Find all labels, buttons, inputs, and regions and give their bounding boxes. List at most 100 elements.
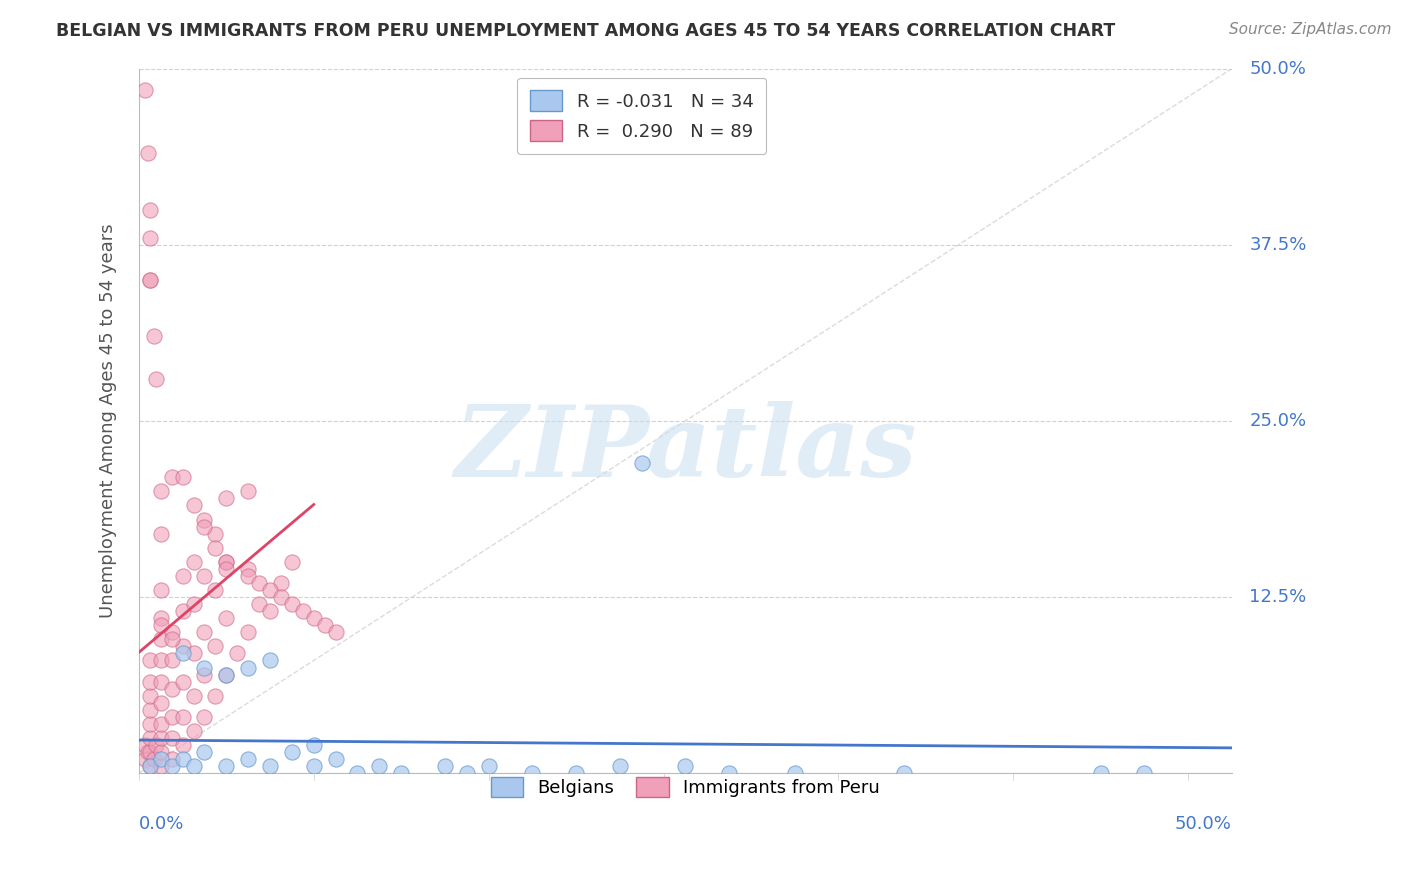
Point — [183, 555, 205, 569]
Point — [145, 738, 167, 752]
Point — [160, 681, 183, 696]
Text: BELGIAN VS IMMIGRANTS FROM PERU UNEMPLOYMENT AMONG AGES 45 TO 54 YEARS CORRELATI: BELGIAN VS IMMIGRANTS FROM PERU UNEMPLOY… — [56, 22, 1115, 40]
Point — [259, 759, 281, 773]
Point — [193, 667, 215, 681]
Point — [247, 576, 270, 591]
Point — [136, 745, 159, 759]
Point — [160, 632, 183, 647]
Point — [215, 555, 238, 569]
Point — [259, 653, 281, 667]
Point — [204, 689, 226, 703]
Point — [1090, 766, 1112, 780]
Text: 37.5%: 37.5% — [1250, 235, 1306, 253]
Point — [139, 653, 162, 667]
Point — [149, 484, 172, 499]
Point — [172, 738, 194, 752]
Point — [193, 569, 215, 583]
Point — [238, 660, 260, 674]
Point — [160, 731, 183, 745]
Point — [193, 512, 215, 526]
Point — [172, 470, 194, 484]
Point — [204, 582, 226, 597]
Point — [160, 752, 183, 766]
Point — [183, 759, 205, 773]
Point — [149, 611, 172, 625]
Point — [281, 745, 304, 759]
Point — [145, 371, 167, 385]
Point — [238, 625, 260, 640]
Point — [149, 717, 172, 731]
Point — [238, 752, 260, 766]
Point — [160, 710, 183, 724]
Point — [183, 689, 205, 703]
Point — [215, 562, 238, 576]
Point — [149, 745, 172, 759]
Point — [149, 653, 172, 667]
Point — [389, 766, 412, 780]
Point — [139, 273, 162, 287]
Point — [565, 766, 588, 780]
Point — [1133, 766, 1156, 780]
Point — [193, 519, 215, 533]
Point — [143, 752, 166, 766]
Point — [259, 582, 281, 597]
Point — [139, 703, 162, 717]
Point — [215, 491, 238, 506]
Point — [302, 738, 325, 752]
Point — [204, 640, 226, 654]
Point — [139, 717, 162, 731]
Point — [160, 759, 183, 773]
Point — [172, 647, 194, 661]
Point — [183, 499, 205, 513]
Point — [291, 604, 314, 618]
Point — [215, 555, 238, 569]
Point — [139, 230, 162, 244]
Point — [183, 597, 205, 611]
Point — [139, 202, 162, 217]
Point — [193, 625, 215, 640]
Point — [281, 597, 304, 611]
Point — [238, 562, 260, 576]
Point — [215, 667, 238, 681]
Point — [136, 146, 159, 161]
Point — [149, 632, 172, 647]
Point — [325, 625, 347, 640]
Point — [478, 759, 501, 773]
Point — [172, 640, 194, 654]
Point — [673, 759, 696, 773]
Point — [139, 273, 162, 287]
Legend: Belgians, Immigrants from Peru: Belgians, Immigrants from Peru — [482, 767, 889, 806]
Point — [193, 660, 215, 674]
Point — [783, 766, 806, 780]
Text: 50.0%: 50.0% — [1250, 60, 1306, 78]
Point — [139, 759, 162, 773]
Point — [204, 541, 226, 555]
Point — [609, 759, 631, 773]
Point — [183, 647, 205, 661]
Point — [281, 555, 304, 569]
Point — [134, 738, 156, 752]
Point — [160, 625, 183, 640]
Point — [149, 752, 172, 766]
Point — [149, 759, 172, 773]
Point — [139, 689, 162, 703]
Y-axis label: Unemployment Among Ages 45 to 54 years: Unemployment Among Ages 45 to 54 years — [100, 224, 117, 618]
Point — [134, 752, 156, 766]
Point — [314, 618, 336, 632]
Point — [368, 759, 391, 773]
Point — [215, 759, 238, 773]
Point — [193, 745, 215, 759]
Point — [522, 766, 544, 780]
Point — [718, 766, 741, 780]
Point — [215, 611, 238, 625]
Point — [149, 618, 172, 632]
Point — [259, 604, 281, 618]
Point — [238, 484, 260, 499]
Point — [238, 569, 260, 583]
Point — [172, 752, 194, 766]
Point — [456, 766, 478, 780]
Point — [183, 723, 205, 738]
Point — [149, 696, 172, 710]
Point — [893, 766, 915, 780]
Text: 50.0%: 50.0% — [1175, 815, 1232, 833]
